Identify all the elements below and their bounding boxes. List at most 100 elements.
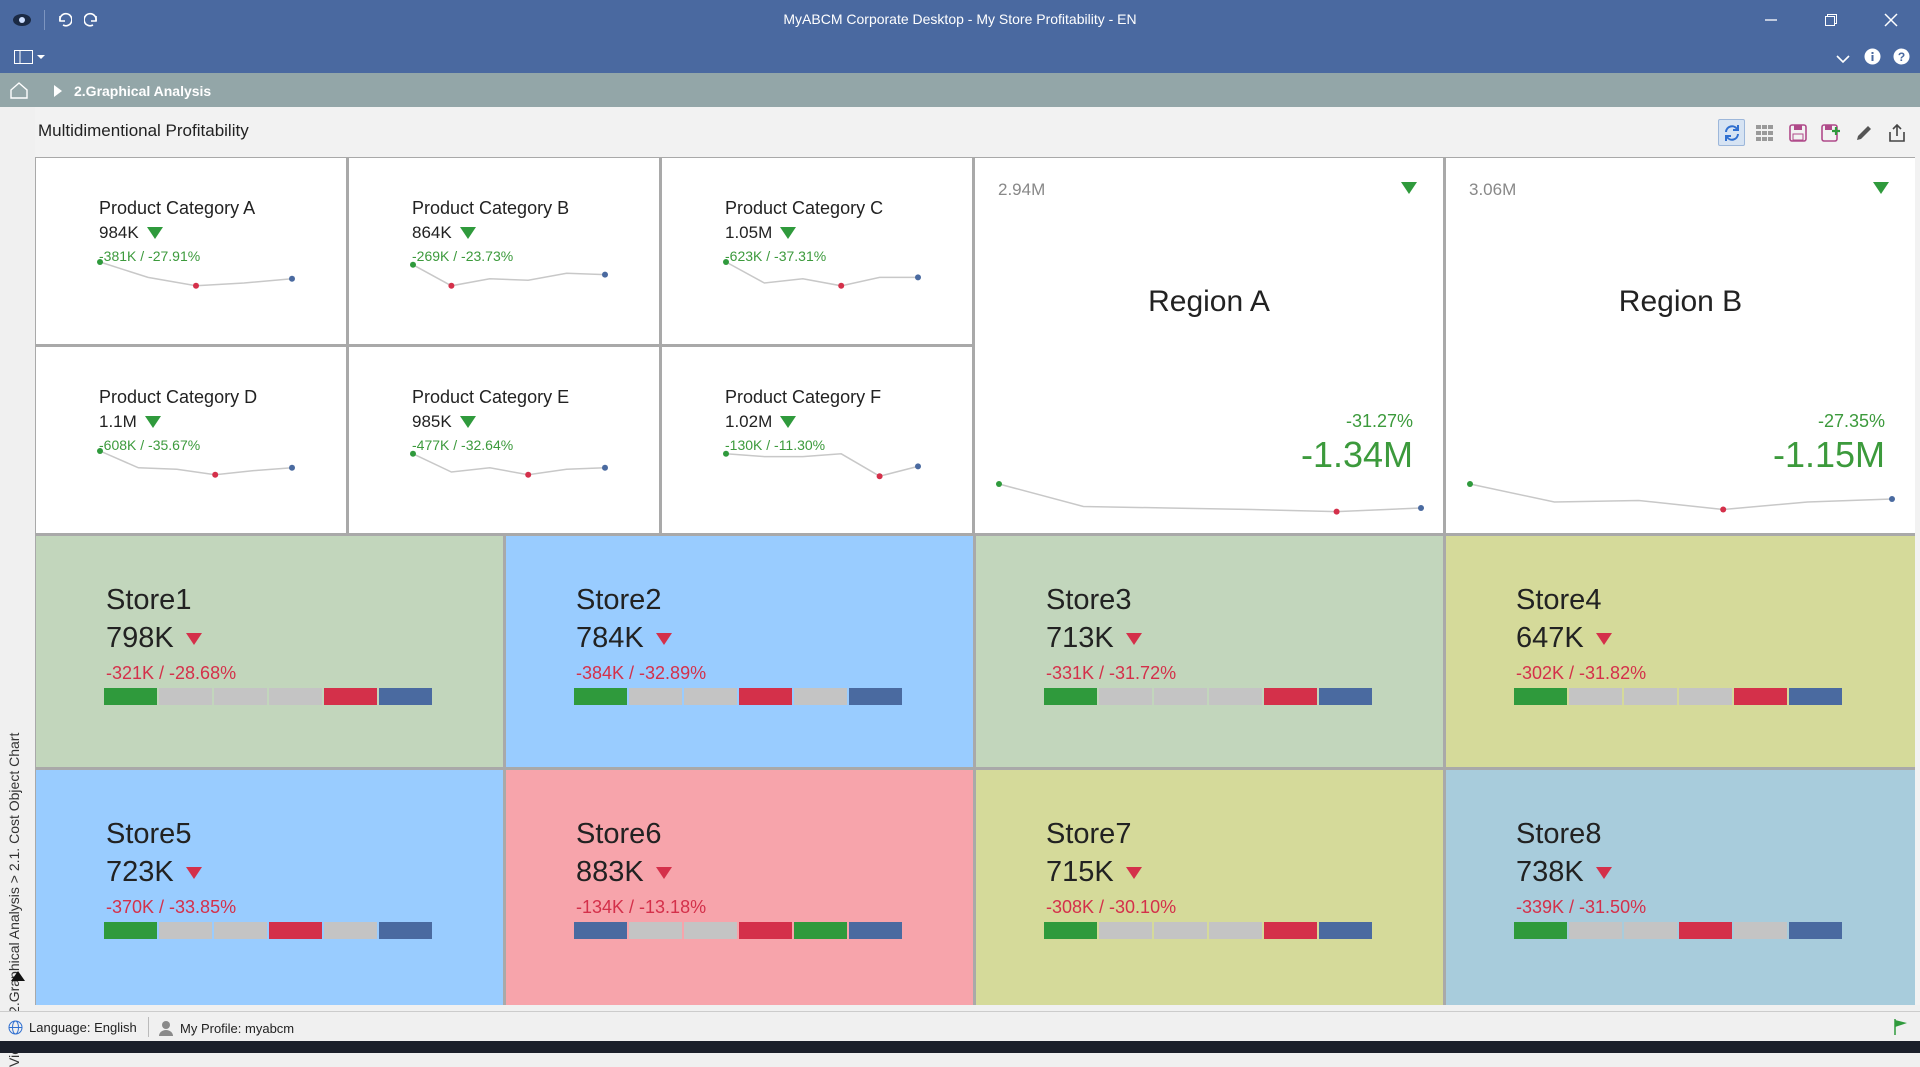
- export-icon[interactable]: [1883, 119, 1910, 146]
- store-tile[interactable]: Store7 715K -308K / -30.10%: [976, 770, 1443, 1005]
- breadcrumb[interactable]: 2.Graphical Analysis: [74, 83, 212, 99]
- store-tile[interactable]: Store1 798K -321K / -28.68%: [36, 536, 503, 767]
- side-tab[interactable]: Views > 2.Graphical Analysis > 2.1. Cost…: [0, 107, 36, 1067]
- sparkline: [97, 448, 295, 478]
- save-icon[interactable]: [1784, 119, 1811, 146]
- language-selector[interactable]: Language: English: [8, 1020, 137, 1035]
- panel-toggle-icon[interactable]: [14, 49, 48, 70]
- sparkline-point: [410, 450, 416, 457]
- restore-icon[interactable]: [1808, 0, 1854, 40]
- category-bar-segment: [684, 922, 737, 939]
- category-bar-segment: [1569, 688, 1622, 705]
- store-tile[interactable]: Store6 883K -134K / -13.18%: [506, 770, 973, 1005]
- store-value-text: 798K: [106, 622, 174, 654]
- sparkline-point: [602, 271, 608, 278]
- category-card[interactable]: Product Category A 984K -381K / -27.91%: [36, 158, 346, 344]
- minimize-icon[interactable]: [1748, 0, 1794, 40]
- flag-icon[interactable]: [1894, 1019, 1908, 1038]
- store-value: 715K: [1046, 856, 1142, 889]
- category-value: 1.05M: [725, 223, 797, 243]
- region-total: 3.06M: [1469, 180, 1517, 199]
- category-bar-segment: [849, 922, 902, 939]
- store-tile[interactable]: Store8 738K -339K / -31.50%: [1446, 770, 1915, 1005]
- grid-icon[interactable]: [1751, 119, 1778, 146]
- store-tile[interactable]: Store2 784K -384K / -32.89%: [506, 536, 973, 767]
- category-bar-segment: [1679, 922, 1732, 939]
- sparkline-path: [725, 453, 919, 478]
- region-percent: -31.27%: [1345, 411, 1413, 431]
- region-percent: -27.35%: [1817, 411, 1885, 431]
- store-bars: [1044, 922, 1372, 939]
- category-bar-segment: [629, 922, 682, 939]
- chevron-down-icon[interactable]: [1836, 51, 1850, 69]
- redo-icon[interactable]: [80, 8, 104, 32]
- category-card[interactable]: Product Category E 985K -477K / -32.64%: [349, 347, 659, 533]
- expand-arrow-icon[interactable]: [53, 84, 63, 102]
- collapse-arrow-icon[interactable]: [11, 969, 25, 987]
- down-arrow-icon: [655, 632, 672, 645]
- store-tile[interactable]: Store4 647K -302K / -31.82%: [1446, 536, 1915, 767]
- store-value-text: 713K: [1046, 622, 1114, 654]
- category-bar-segment: [104, 922, 157, 939]
- store-bars: [1044, 688, 1372, 705]
- profile-label: My Profile: myabcm: [180, 1020, 295, 1036]
- category-card[interactable]: Product Category F 1.02M -130K / -11.30%: [662, 347, 972, 533]
- category-name: Product Category F: [725, 387, 882, 407]
- store-value: 713K: [1046, 622, 1142, 655]
- region-value: -1.15M: [1772, 434, 1885, 475]
- info-icon[interactable]: [1864, 48, 1881, 70]
- region-card[interactable]: 3.06M Region B -27.35% -1.15M: [1446, 158, 1915, 533]
- category-bar-segment: [1319, 922, 1372, 939]
- store-tile[interactable]: Store3 713K -331K / -31.72%: [976, 536, 1443, 767]
- profile-selector[interactable]: My Profile: myabcm: [158, 1020, 294, 1036]
- category-bar-segment: [1209, 922, 1262, 939]
- store-name: Store7: [1046, 818, 1132, 850]
- category-bar-segment: [1734, 922, 1787, 939]
- category-bar-segment: [1264, 922, 1317, 939]
- category-card[interactable]: Product Category D 1.1M -608K / -35.67%: [36, 347, 346, 533]
- help-icon[interactable]: ?: [1893, 48, 1910, 70]
- category-bar-segment: [379, 922, 432, 939]
- save-as-icon[interactable]: [1817, 119, 1844, 146]
- category-bar-segment: [849, 688, 902, 705]
- region-name: Region A: [1148, 285, 1270, 318]
- region-card[interactable]: 2.94M Region A -31.27% -1.34M: [975, 158, 1443, 533]
- store-value-text: 883K: [576, 856, 644, 888]
- category-bar-segment: [104, 688, 157, 705]
- sparkline-point: [876, 473, 883, 480]
- down-arrow-icon: [780, 416, 797, 428]
- taskbar: [0, 1041, 1920, 1053]
- store-delta: -370K / -33.85%: [106, 897, 237, 917]
- undo-icon[interactable]: [52, 8, 76, 32]
- down-arrow-icon: [780, 227, 797, 239]
- down-arrow-icon: [185, 866, 202, 879]
- divider: [148, 1017, 149, 1037]
- title-bar: MyABCM Corporate Desktop - My Store Prof…: [0, 0, 1920, 40]
- category-bar-segment: [739, 688, 792, 705]
- category-card[interactable]: Product Category B 864K -269K / -23.73%: [349, 158, 659, 344]
- down-arrow-icon: [1595, 866, 1612, 879]
- category-bar-segment: [1514, 688, 1567, 705]
- category-card[interactable]: Product Category C 1.05M -623K / -37.31%: [662, 158, 972, 344]
- store-value-text: 738K: [1516, 856, 1584, 888]
- sparkline-path: [998, 483, 1422, 513]
- category-value: 1.02M: [725, 412, 797, 432]
- edit-icon[interactable]: [1850, 119, 1877, 146]
- store-value: 784K: [576, 622, 672, 655]
- store-tile[interactable]: Store5 723K -370K / -33.85%: [36, 770, 503, 1005]
- app-logo-icon[interactable]: [10, 8, 34, 32]
- store-name: Store6: [576, 818, 662, 850]
- home-icon[interactable]: [9, 81, 29, 104]
- window-title: MyABCM Corporate Desktop - My Store Prof…: [783, 11, 1137, 27]
- refresh-icon[interactable]: [1718, 119, 1745, 146]
- category-delta: -381K / -27.91%: [99, 248, 201, 264]
- sparkline-point: [97, 448, 103, 454]
- category-value: 864K: [412, 223, 476, 243]
- store-value-text: 715K: [1046, 856, 1114, 888]
- store-bars: [574, 922, 902, 939]
- down-arrow-icon: [1125, 632, 1142, 645]
- store-value: 647K: [1516, 622, 1612, 655]
- navigation-bar: 2.Graphical Analysis: [0, 73, 1920, 107]
- close-icon[interactable]: [1868, 0, 1914, 40]
- down-arrow-icon: [1873, 182, 1889, 194]
